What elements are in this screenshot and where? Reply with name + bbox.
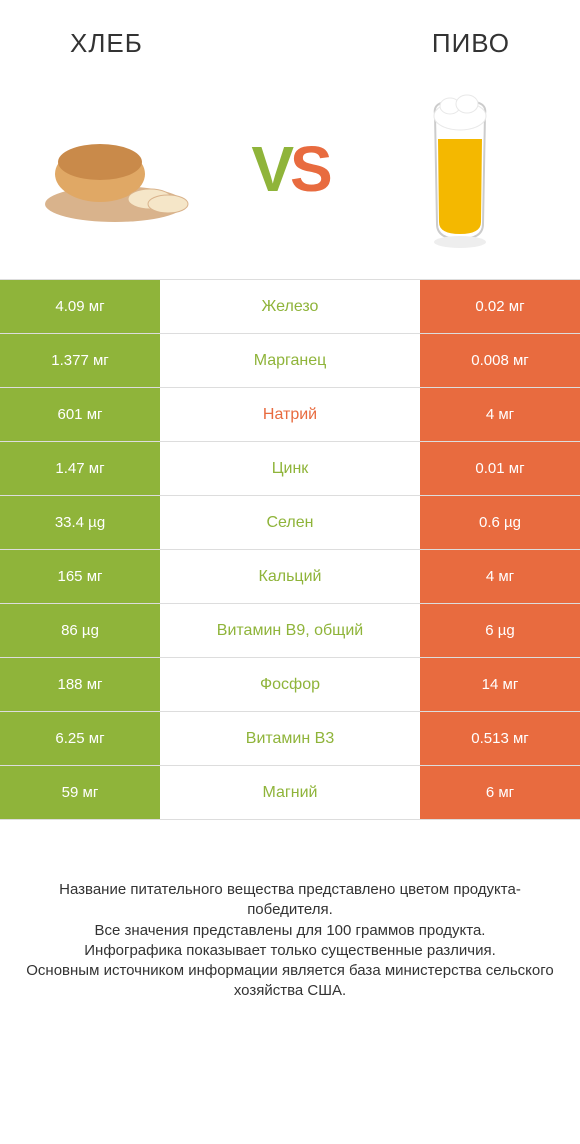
table-row: 1.377 мгМарганец0.008 мг (0, 334, 580, 388)
beer-icon (405, 84, 515, 254)
nutrient-name: Магний (160, 766, 420, 819)
left-value: 165 мг (0, 550, 160, 603)
right-product-title: ПИВО (432, 28, 510, 59)
right-value: 0.02 мг (420, 280, 580, 333)
table-row: 188 мгФосфор14 мг (0, 658, 580, 712)
nutrient-name: Цинк (160, 442, 420, 495)
vs-v: V (251, 133, 290, 205)
right-value: 4 мг (420, 550, 580, 603)
beer-image (380, 89, 540, 249)
bread-icon (40, 104, 200, 234)
table-row: 165 мгКальций4 мг (0, 550, 580, 604)
right-value: 0.513 мг (420, 712, 580, 765)
left-value: 86 µg (0, 604, 160, 657)
left-value: 33.4 µg (0, 496, 160, 549)
table-row: 86 µgВитамин B9, общий6 µg (0, 604, 580, 658)
right-value: 0.6 µg (420, 496, 580, 549)
nutrient-name: Марганец (160, 334, 420, 387)
right-value: 0.008 мг (420, 334, 580, 387)
table-row: 4.09 мгЖелезо0.02 мг (0, 280, 580, 334)
table-row: 33.4 µgСелен0.6 µg (0, 496, 580, 550)
right-value: 14 мг (420, 658, 580, 711)
vs-label: VS (251, 132, 328, 206)
left-value: 601 мг (0, 388, 160, 441)
table-row: 6.25 мгВитамин B30.513 мг (0, 712, 580, 766)
left-value: 188 мг (0, 658, 160, 711)
left-product-title: ХЛЕБ (70, 28, 143, 59)
nutrient-name: Фосфор (160, 658, 420, 711)
left-value: 4.09 мг (0, 280, 160, 333)
left-value: 1.377 мг (0, 334, 160, 387)
header: ХЛЕБ ПИВО (0, 0, 580, 69)
footer-line-4: Основным источником информации является … (20, 961, 560, 1002)
nutrient-name: Витамин B9, общий (160, 604, 420, 657)
comparison-table: 4.09 мгЖелезо0.02 мг1.377 мгМарганец0.00… (0, 279, 580, 820)
left-value: 59 мг (0, 766, 160, 819)
footer-line-2: Все значения представлены для 100 граммо… (20, 921, 560, 941)
nutrient-name: Натрий (160, 388, 420, 441)
nutrient-name: Железо (160, 280, 420, 333)
right-value: 6 µg (420, 604, 580, 657)
images-row: VS (0, 69, 580, 279)
nutrient-name: Кальций (160, 550, 420, 603)
footer-line-3: Инфографика показывает только существенн… (20, 941, 560, 961)
bread-image (40, 89, 200, 249)
nutrient-name: Селен (160, 496, 420, 549)
footer-line-1: Название питательного вещества представл… (20, 880, 560, 921)
table-row: 59 мгМагний6 мг (0, 766, 580, 820)
footer-notes: Название питательного вещества представл… (0, 820, 580, 1022)
right-value: 0.01 мг (420, 442, 580, 495)
vs-s: S (290, 133, 329, 205)
table-row: 601 мгНатрий4 мг (0, 388, 580, 442)
table-row: 1.47 мгЦинк0.01 мг (0, 442, 580, 496)
right-value: 6 мг (420, 766, 580, 819)
nutrient-name: Витамин B3 (160, 712, 420, 765)
left-value: 6.25 мг (0, 712, 160, 765)
right-value: 4 мг (420, 388, 580, 441)
left-value: 1.47 мг (0, 442, 160, 495)
